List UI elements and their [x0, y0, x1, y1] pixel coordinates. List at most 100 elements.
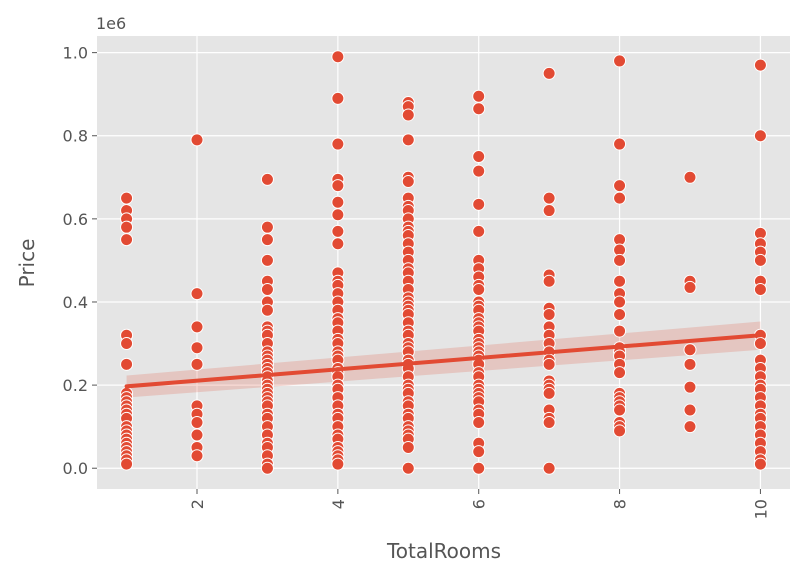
y-tick-label: 0.8	[63, 127, 88, 146]
data-point	[542, 357, 556, 371]
data-point	[260, 283, 274, 297]
data-point	[260, 233, 274, 247]
data-point	[753, 58, 767, 72]
data-point	[613, 295, 627, 309]
y-tick-label: 1.0	[63, 44, 88, 63]
data-point	[542, 66, 556, 80]
data-point	[683, 380, 697, 394]
data-point	[753, 457, 767, 471]
data-point	[331, 137, 345, 151]
data-point	[472, 283, 486, 297]
data-point	[260, 461, 274, 475]
data-point	[683, 420, 697, 434]
data-point	[120, 191, 134, 205]
data-point	[472, 102, 486, 116]
data-point	[260, 303, 274, 317]
data-point	[753, 337, 767, 351]
y-tick-label: 0.2	[63, 376, 88, 395]
data-point	[613, 179, 627, 193]
data-point	[542, 274, 556, 288]
x-axis-label: TotalRooms	[386, 539, 501, 563]
y-tick-labels: 0.0 0.2 0.4 0.6 0.8 1.0	[63, 44, 88, 479]
data-point	[331, 195, 345, 209]
data-point	[472, 89, 486, 103]
data-point	[120, 337, 134, 351]
x-tick-label: 2	[188, 499, 207, 509]
y-tick-label: 0.6	[63, 210, 88, 229]
data-point	[120, 220, 134, 234]
data-point	[542, 386, 556, 400]
data-point	[331, 208, 345, 222]
data-point	[190, 287, 204, 301]
data-point	[260, 253, 274, 267]
y-axis-label: Price	[15, 239, 39, 288]
data-point	[613, 253, 627, 267]
data-point	[120, 357, 134, 371]
regression-line	[124, 333, 763, 389]
data-point	[472, 150, 486, 164]
data-point	[613, 366, 627, 380]
data-point	[542, 307, 556, 321]
data-point	[401, 108, 415, 122]
data-point	[331, 179, 345, 193]
data-point	[331, 50, 345, 64]
data-point	[613, 274, 627, 288]
data-point	[613, 54, 627, 68]
data-point	[683, 343, 697, 357]
data-point	[613, 324, 627, 338]
data-point	[190, 320, 204, 334]
data-point	[401, 174, 415, 188]
data-point	[683, 357, 697, 371]
regression-line-layer	[124, 333, 763, 389]
data-point	[683, 403, 697, 417]
data-point	[542, 204, 556, 218]
data-point	[260, 220, 274, 234]
data-point	[190, 449, 204, 463]
x-tick-label: 8	[611, 499, 630, 509]
data-point	[331, 91, 345, 105]
data-point	[472, 445, 486, 459]
x-tick-label: 10	[751, 499, 770, 519]
data-point	[401, 461, 415, 475]
data-point	[683, 280, 697, 294]
data-point	[190, 341, 204, 355]
data-point	[542, 461, 556, 475]
y-offset-label: 1e6	[96, 14, 126, 33]
data-point	[472, 164, 486, 178]
plot-panel	[97, 36, 790, 489]
data-point	[331, 224, 345, 238]
data-point	[753, 283, 767, 297]
data-point	[472, 416, 486, 430]
data-point	[613, 424, 627, 438]
data-point	[190, 416, 204, 430]
x-tick-label: 6	[470, 499, 489, 509]
x-tick-label: 4	[329, 499, 348, 509]
data-point	[613, 191, 627, 205]
y-tick-label: 0.4	[63, 293, 88, 312]
data-point	[542, 416, 556, 430]
y-tick-label: 0.0	[63, 459, 88, 478]
data-point	[613, 307, 627, 321]
data-point	[120, 457, 134, 471]
data-point	[120, 233, 134, 247]
data-point	[401, 133, 415, 147]
data-point	[753, 253, 767, 267]
data-point	[190, 357, 204, 371]
data-point	[683, 170, 697, 184]
data-point	[753, 129, 767, 143]
data-point	[542, 191, 556, 205]
data-point	[472, 197, 486, 211]
data-point	[472, 224, 486, 238]
tick-marks	[92, 52, 761, 494]
data-point	[331, 237, 345, 251]
data-point	[190, 133, 204, 147]
data-point	[472, 461, 486, 475]
data-point	[260, 172, 274, 186]
x-tick-labels: 2 4 6 8 10	[188, 499, 770, 519]
data-point	[613, 137, 627, 151]
data-point	[401, 440, 415, 454]
data-point	[613, 403, 627, 417]
data-point	[190, 428, 204, 442]
data-point	[331, 457, 345, 471]
